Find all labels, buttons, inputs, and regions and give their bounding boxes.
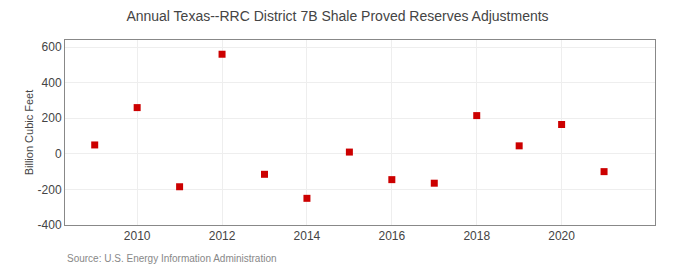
svg-text:Annual Texas--RRC District 7B: Annual Texas--RRC District 7B Shale Prov… [126, 8, 548, 24]
svg-text:2016: 2016 [378, 229, 405, 243]
svg-text:400: 400 [42, 76, 62, 90]
svg-text:2020: 2020 [548, 229, 575, 243]
svg-text:2014: 2014 [294, 229, 321, 243]
svg-text:600: 600 [42, 40, 62, 54]
svg-text:Billion Cubic Feet: Billion Cubic Feet [23, 90, 35, 176]
svg-text:2010: 2010 [124, 229, 151, 243]
svg-text:2018: 2018 [463, 229, 490, 243]
svg-text:-400: -400 [38, 218, 62, 232]
svg-text:-200: -200 [38, 183, 62, 197]
svg-text:0: 0 [55, 147, 62, 161]
svg-text:200: 200 [42, 111, 62, 125]
svg-text:Source: U.S. Energy Informatio: Source: U.S. Energy Information Administ… [67, 253, 277, 264]
svg-text:2012: 2012 [209, 229, 236, 243]
